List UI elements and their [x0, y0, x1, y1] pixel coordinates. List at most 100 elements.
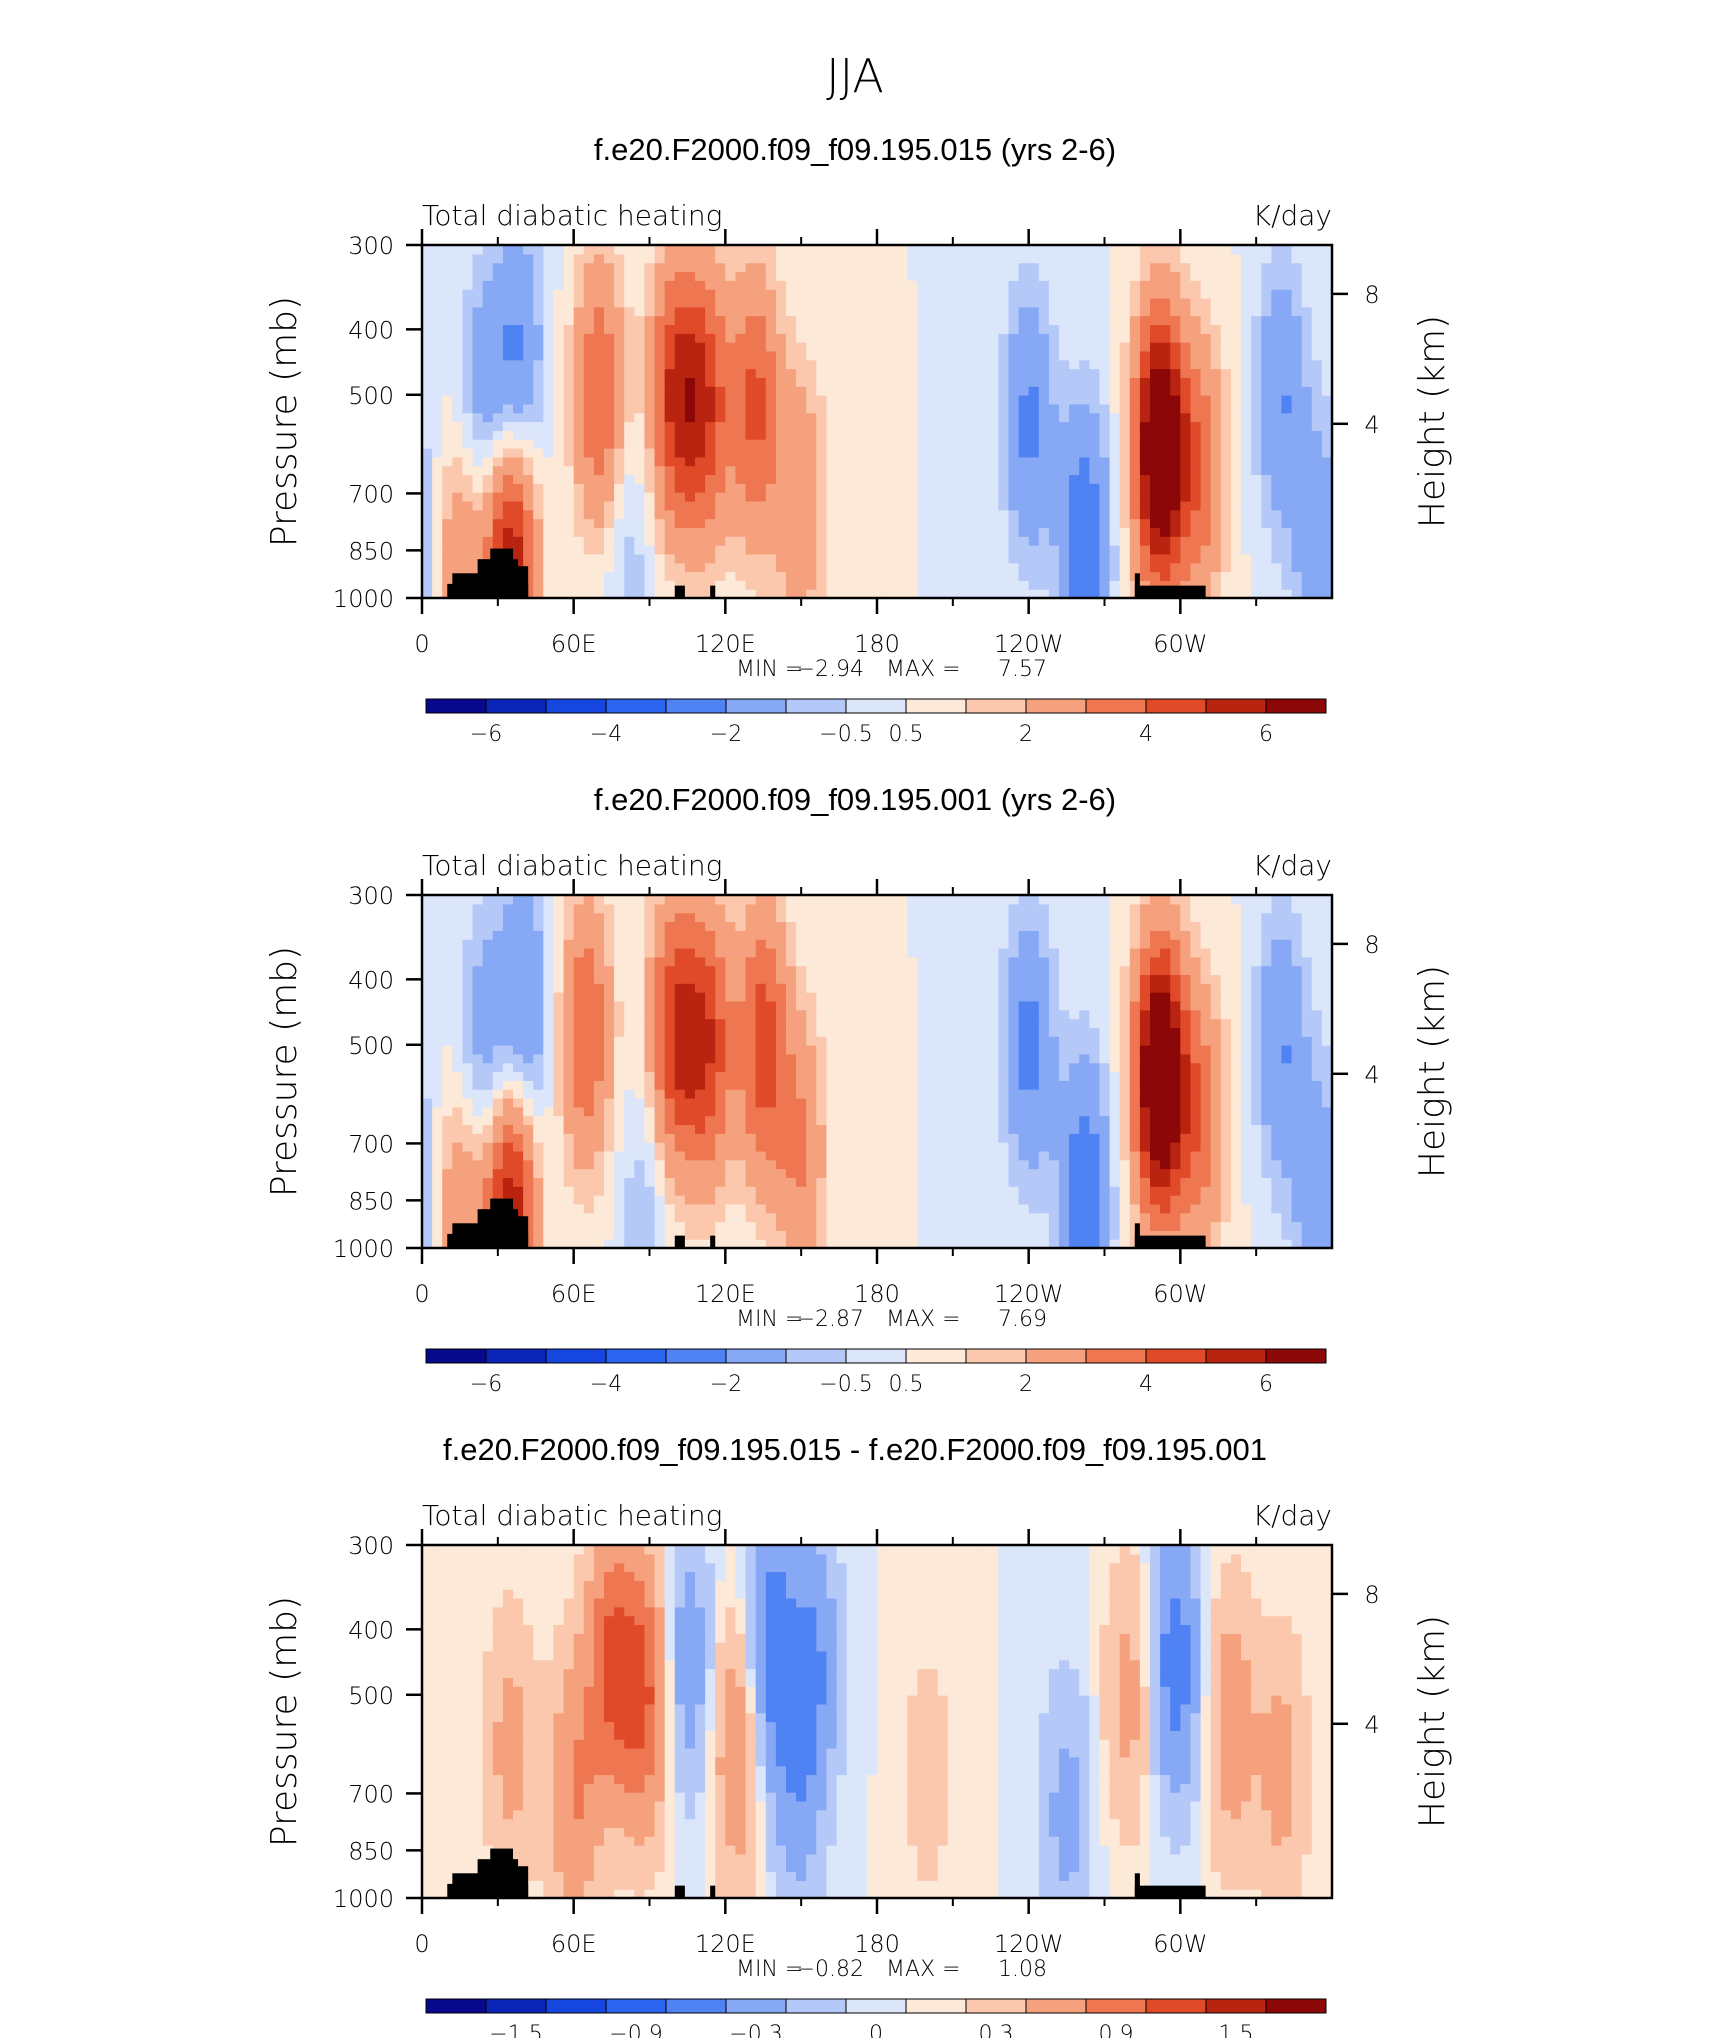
heatmap-cell: [957, 297, 969, 308]
heatmap-cell: [614, 509, 625, 520]
heatmap-cell: [654, 456, 666, 467]
heatmap-cell: [1160, 315, 1171, 326]
heatmap-cell: [796, 1142, 807, 1152]
heatmap-cell: [502, 262, 514, 273]
heatmap-cell: [644, 1133, 656, 1143]
heatmap-cell: [1038, 1150, 1050, 1161]
heatmap-cell: [786, 289, 797, 299]
heatmap-cell: [796, 342, 807, 352]
heatmap-cell: [1200, 1239, 1212, 1249]
y-tick-label: 500: [348, 382, 394, 410]
heatmap-cell: [614, 289, 625, 299]
heatmap-cell: [533, 509, 544, 520]
heatmap-cell: [1230, 1230, 1242, 1240]
heatmap-cell: [1069, 1239, 1080, 1249]
heatmap-cell: [664, 518, 676, 528]
heatmap-cell: [836, 527, 848, 537]
heatmap-cell: [1109, 1177, 1121, 1187]
heatmap-cell: [695, 368, 706, 378]
heatmap-cell: [1271, 1177, 1283, 1187]
heatmap-cell: [502, 386, 514, 396]
heatmap-cell: [523, 1159, 534, 1170]
heatmap-cell: [968, 1186, 979, 1196]
heatmap-cell: [513, 377, 524, 387]
heatmap-cell: [927, 447, 939, 458]
heatmap-cell: [1170, 262, 1181, 273]
heatmap-cell: [705, 1168, 716, 1178]
heatmap-cell: [725, 492, 737, 502]
heatmap-cell: [614, 1239, 625, 1249]
heatmap-cell: [715, 456, 726, 467]
heatmap-cell: [1200, 1159, 1212, 1170]
heatmap-cell: [614, 1186, 625, 1196]
heatmap-cell: [452, 403, 464, 414]
heatmap-cell: [1089, 1133, 1101, 1143]
heatmap-cell: [786, 342, 797, 352]
heatmap-cell: [1139, 386, 1151, 396]
heatmap-cell: [1251, 1195, 1262, 1205]
heatmap-cell: [836, 342, 848, 352]
heatmap-cell: [1069, 553, 1080, 564]
heatmap-cell: [957, 1177, 969, 1187]
heatmap-cell: [917, 1186, 929, 1196]
heatmap-cell: [664, 465, 676, 476]
heatmap-cell: [422, 492, 433, 502]
heatmap-cell: [1119, 289, 1131, 299]
heatmap-cell: [1069, 580, 1080, 590]
heatmap-cell: [1301, 280, 1313, 290]
heatmap-cell: [1220, 527, 1232, 537]
heatmap-cell: [614, 333, 625, 343]
heatmap-cell: [1079, 1177, 1090, 1187]
heatmap-cell: [866, 1168, 878, 1178]
heatmap-cell: [947, 509, 959, 520]
heatmap-cell: [644, 1239, 656, 1249]
heatmap-cell: [1220, 536, 1232, 546]
heatmap-cell: [1160, 1124, 1171, 1134]
heatmap-cell: [907, 439, 919, 449]
heatmap-cell: [1119, 1221, 1131, 1231]
heatmap-cell: [978, 492, 989, 502]
heatmap-cell: [978, 500, 989, 511]
heatmap-cell: [866, 545, 878, 555]
heatmap-cell: [614, 456, 625, 467]
heatmap-cell: [1018, 562, 1030, 573]
heatmap-cell: [725, 368, 737, 378]
heatmap-cell: [1089, 518, 1101, 528]
heatmap-cell: [1139, 474, 1151, 484]
heatmap-cell: [664, 474, 676, 484]
heatmap-cell: [1008, 545, 1020, 555]
heatmap-cell: [735, 297, 747, 308]
heatmap-cell: [1089, 1239, 1101, 1249]
heatmap-cell: [796, 412, 807, 423]
heatmap-cell: [563, 562, 575, 573]
heatmap-cell: [796, 474, 807, 484]
heatmap-cell: [978, 403, 989, 414]
heatmap-cell: [937, 571, 949, 581]
heatmap-cell: [836, 368, 848, 378]
heatmap-cell: [533, 1195, 544, 1205]
heatmap-cell: [735, 386, 747, 396]
panel-units-label: K/day: [1253, 199, 1332, 232]
heatmap-cell: [644, 1115, 656, 1126]
heatmap-cell: [1089, 342, 1101, 352]
heatmap-cell: [1099, 289, 1111, 299]
heatmap-cell: [735, 245, 747, 255]
heatmap-cell: [1119, 1212, 1131, 1223]
heatmap-cell: [917, 412, 929, 423]
heatmap-cell: [877, 571, 888, 581]
heatmap-cell: [897, 518, 908, 528]
heatmap-cell: [1139, 571, 1151, 581]
heatmap-cell: [492, 509, 504, 520]
heatmap-cell: [492, 280, 504, 290]
heatmap-cell: [604, 271, 615, 281]
heatmap-cell: [1210, 1203, 1222, 1214]
heatmap-cell: [462, 536, 474, 546]
heatmap-cell: [593, 1150, 605, 1161]
heatmap-cell: [957, 1168, 969, 1178]
heatmap-cell: [684, 1150, 696, 1161]
heatmap-cell: [1059, 245, 1070, 255]
heatmap-cell: [654, 509, 666, 520]
colorbar-swatch: [1085, 698, 1147, 714]
heatmap-cell: [1220, 1239, 1232, 1249]
heatmap-cell: [1038, 333, 1050, 343]
